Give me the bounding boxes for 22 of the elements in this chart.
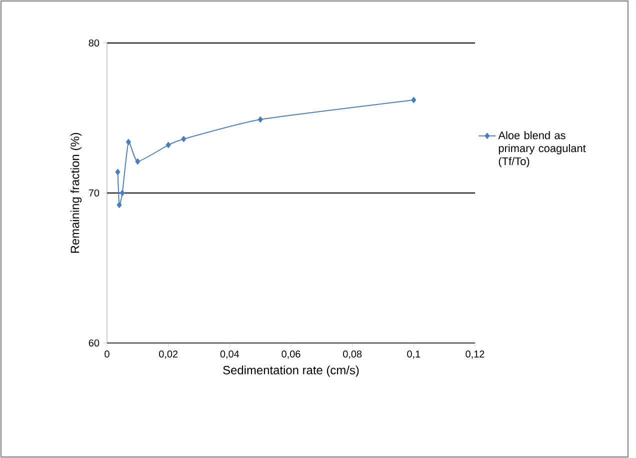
- legend-label: Aloe blend as primary coagulant (Tf/To): [498, 131, 586, 168]
- x-tick-label: 0,06: [282, 350, 300, 359]
- y-tick-label: 60: [88, 339, 100, 347]
- x-tick-label: 0,1: [407, 350, 420, 359]
- point: [116, 202, 122, 208]
- y-tick-label: 80: [88, 39, 100, 47]
- point: [258, 116, 263, 123]
- point: [166, 142, 171, 148]
- x-tick-label: 0,04: [220, 350, 240, 359]
- point: [135, 158, 140, 165]
- point: [115, 168, 120, 176]
- x-tick-label: 0,12: [466, 350, 484, 359]
- y-axis-title: Remaining fraction (%): [70, 132, 82, 253]
- point: [126, 138, 131, 146]
- x-tick-label: 0: [104, 350, 110, 358]
- point: [411, 96, 416, 104]
- point: [181, 136, 186, 142]
- point: [120, 190, 125, 196]
- x-tick-label: 0,02: [159, 350, 178, 359]
- x-axis-title: Sedimentation rate (cm/s): [223, 366, 359, 377]
- y-tick-label: 70: [88, 189, 100, 197]
- x-tick-label: 0,08: [343, 350, 362, 359]
